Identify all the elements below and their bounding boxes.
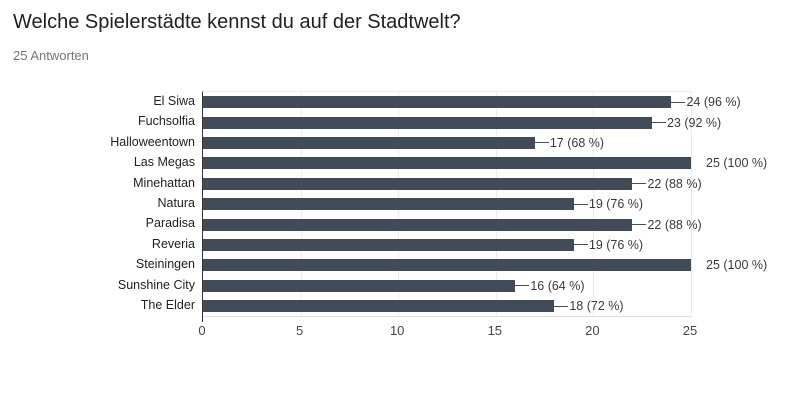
- bar-row: 16 (64 %): [203, 276, 691, 296]
- bar: [203, 177, 633, 190]
- bar: [203, 259, 691, 272]
- bar-annotation: 22 (88 %): [632, 217, 702, 232]
- plot-area: 24 (96 %) 23 (92 %) 17 (68 %) 25 (100 %) 22 …: [202, 91, 767, 323]
- category-label: Steiningen: [135, 257, 195, 272]
- category-label: Paradisa: [145, 216, 195, 231]
- bar-row: 25 (100 %): [203, 153, 767, 173]
- value-label: 19 (76 %): [588, 237, 644, 252]
- value-label: 17 (68 %): [549, 135, 605, 150]
- category-label: Halloweentown: [110, 134, 195, 149]
- x-tick-label: 10: [389, 323, 405, 339]
- x-axis: 0 5 10 15 20 25: [198, 323, 697, 341]
- x-tick-label: 0: [198, 323, 206, 339]
- leader-line: [632, 224, 647, 226]
- category-label: Minehattan: [133, 175, 195, 190]
- bar-annotation: 25 (100 %): [691, 156, 767, 170]
- bar-annotation: 22 (88 %): [632, 176, 702, 191]
- bar: [203, 116, 652, 129]
- bar-annotation: 19 (76 %): [573, 197, 644, 212]
- x-tick-label: 25: [682, 323, 698, 339]
- x-tick-label: 20: [585, 323, 600, 339]
- category-label: The Elder: [140, 297, 195, 312]
- bar-row: 17 (68 %): [203, 133, 691, 153]
- category-label: Natura: [157, 195, 195, 210]
- bar: [203, 96, 672, 109]
- bar-row: 19 (76 %): [203, 194, 691, 214]
- leader-line: [671, 101, 686, 103]
- bar-annotation: 16 (64 %): [515, 278, 585, 293]
- value-label: 25 (100 %): [706, 258, 768, 273]
- bar-row: 23 (92 %): [203, 112, 721, 132]
- category-label: El Siwa: [153, 94, 195, 108]
- bar: [203, 136, 535, 149]
- value-label: 19 (76 %): [588, 197, 644, 212]
- bar-row: 24 (96 %): [203, 92, 741, 112]
- bar-annotation: 23 (92 %): [651, 115, 722, 130]
- leader-line: [515, 285, 530, 287]
- bar-row: 25 (100 %): [203, 255, 767, 275]
- value-label: 22 (88 %): [647, 176, 702, 191]
- leader-line: [651, 122, 666, 124]
- leader-line: [573, 244, 588, 246]
- bar-row: 19 (76 %): [203, 235, 691, 255]
- bar-row: 22 (88 %): [203, 174, 702, 194]
- value-label: 18 (72 %): [569, 299, 624, 314]
- answers-bar-chart: El Siwa Fuchsolfia Halloweentown Las Megas M…: [0, 91, 800, 341]
- bar: [203, 218, 633, 231]
- responses-count: 25 Antworten: [13, 48, 89, 63]
- question-header: Welche Spielerstädte kennst du auf der S…: [0, 0, 800, 63]
- bar-annotation: 24 (96 %): [671, 95, 741, 110]
- category-label: Fuchsolfia: [138, 114, 195, 129]
- leader-line: [632, 183, 647, 185]
- bar-row: 18 (72 %): [203, 296, 691, 316]
- bar: [203, 300, 555, 313]
- category-label: Reveria: [151, 236, 195, 251]
- bar: [203, 198, 574, 211]
- leader-line: [554, 305, 569, 307]
- x-tick-label: 15: [487, 323, 503, 339]
- bar: [203, 157, 691, 170]
- bar-row: 22 (88 %): [203, 214, 702, 234]
- value-label: 22 (88 %): [647, 217, 702, 232]
- category-labels-column: El Siwa Fuchsolfia Halloweentown Las Megas M…: [0, 91, 202, 315]
- bar-annotation: 18 (72 %): [554, 299, 624, 314]
- bar-annotation: 19 (76 %): [573, 237, 644, 252]
- question-title: Welche Spielerstädte kennst du auf der S…: [13, 11, 461, 33]
- bar: [203, 238, 574, 251]
- bar-annotation: 17 (68 %): [534, 135, 605, 150]
- x-tick-label: 5: [295, 323, 304, 339]
- value-label: 25 (100 %): [706, 156, 768, 171]
- value-label: 24 (96 %): [686, 95, 741, 110]
- value-label: 16 (64 %): [530, 278, 585, 293]
- category-label: Sunshine City: [117, 277, 195, 292]
- leader-line: [534, 142, 549, 144]
- bar-annotation: 25 (100 %): [691, 258, 767, 272]
- bar: [203, 279, 516, 292]
- category-label: Las Megas: [133, 155, 195, 170]
- value-label: 23 (92 %): [666, 115, 722, 130]
- leader-line: [573, 203, 588, 205]
- gridline: [593, 92, 595, 317]
